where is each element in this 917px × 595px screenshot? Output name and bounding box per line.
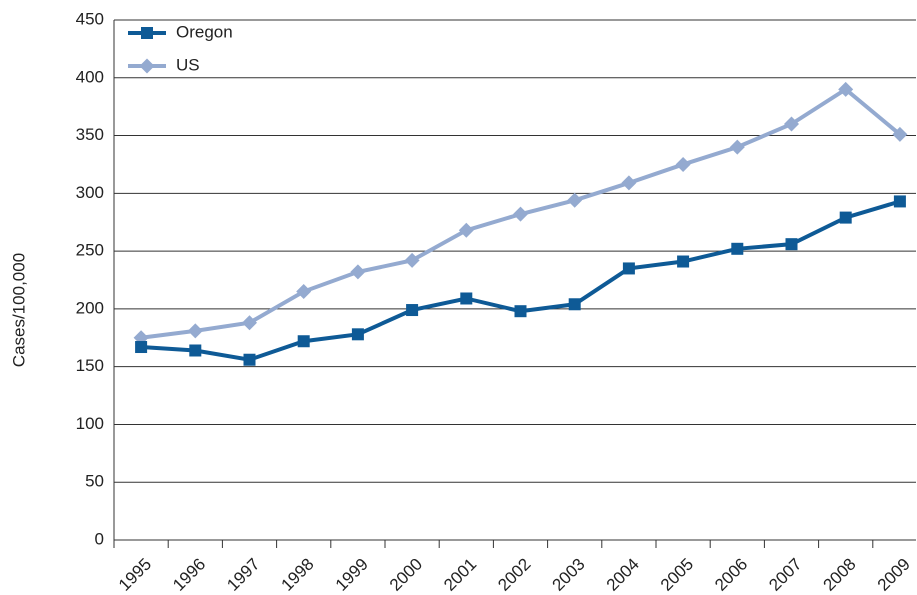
data-point bbox=[892, 126, 908, 142]
data-point bbox=[785, 238, 798, 251]
legend-label: Oregon bbox=[176, 22, 233, 41]
legend-marker bbox=[141, 27, 153, 39]
data-point bbox=[729, 139, 745, 155]
data-point bbox=[568, 298, 581, 311]
data-point bbox=[893, 195, 906, 208]
data-point bbox=[243, 353, 256, 366]
y-axis-label: Cases/100,000 bbox=[9, 253, 28, 367]
y-tick-label: 50 bbox=[85, 472, 104, 491]
data-point bbox=[458, 222, 474, 238]
data-point bbox=[677, 255, 690, 268]
y-tick-label: 450 bbox=[76, 9, 104, 28]
x-tick-label: 1998 bbox=[278, 555, 318, 595]
data-point bbox=[784, 116, 799, 132]
x-tick-label: 1997 bbox=[223, 555, 263, 595]
y-tick-label: 300 bbox=[76, 183, 104, 202]
data-point bbox=[406, 304, 419, 317]
y-tick-label: 350 bbox=[76, 125, 104, 144]
x-tick-label: 2009 bbox=[874, 555, 914, 595]
data-point bbox=[297, 335, 310, 348]
data-point bbox=[404, 252, 420, 268]
legend-marker bbox=[139, 58, 155, 74]
data-point bbox=[621, 175, 637, 191]
data-point bbox=[731, 242, 744, 255]
y-tick-label: 100 bbox=[76, 414, 104, 433]
x-tick-label: 2006 bbox=[711, 555, 751, 595]
data-point bbox=[296, 284, 312, 300]
data-point bbox=[351, 328, 364, 341]
data-point bbox=[187, 323, 203, 339]
series-line bbox=[140, 199, 901, 362]
y-tick-label: 200 bbox=[76, 298, 104, 317]
data-point bbox=[350, 264, 366, 280]
x-tick-label: 2001 bbox=[440, 555, 480, 595]
x-tick-label: 1995 bbox=[115, 555, 155, 595]
legend-label: US bbox=[176, 55, 200, 74]
x-tick-label: 1999 bbox=[332, 555, 372, 595]
x-tick-label: 2002 bbox=[494, 555, 534, 595]
data-point bbox=[675, 156, 691, 172]
x-tick-label: 2007 bbox=[765, 555, 805, 595]
y-tick-label: 400 bbox=[76, 67, 104, 86]
x-tick-label: 2008 bbox=[820, 555, 860, 595]
data-point bbox=[838, 81, 854, 97]
data-point bbox=[189, 344, 202, 357]
x-tick-label: 2003 bbox=[549, 555, 589, 595]
data-point bbox=[839, 211, 852, 224]
data-point bbox=[622, 262, 635, 275]
data-point bbox=[567, 192, 583, 208]
data-point bbox=[513, 206, 528, 222]
data-point bbox=[242, 315, 257, 331]
y-tick-label: 250 bbox=[76, 241, 104, 260]
x-tick-label: 2005 bbox=[657, 555, 697, 595]
y-tick-label: 150 bbox=[76, 356, 104, 375]
x-tick-label: 2004 bbox=[603, 555, 643, 595]
y-tick-label: 0 bbox=[95, 529, 104, 548]
data-point bbox=[460, 292, 473, 305]
x-tick-label: 2000 bbox=[386, 555, 426, 595]
data-point bbox=[514, 305, 527, 318]
data-point bbox=[135, 341, 148, 354]
x-tick-label: 1996 bbox=[169, 555, 209, 595]
